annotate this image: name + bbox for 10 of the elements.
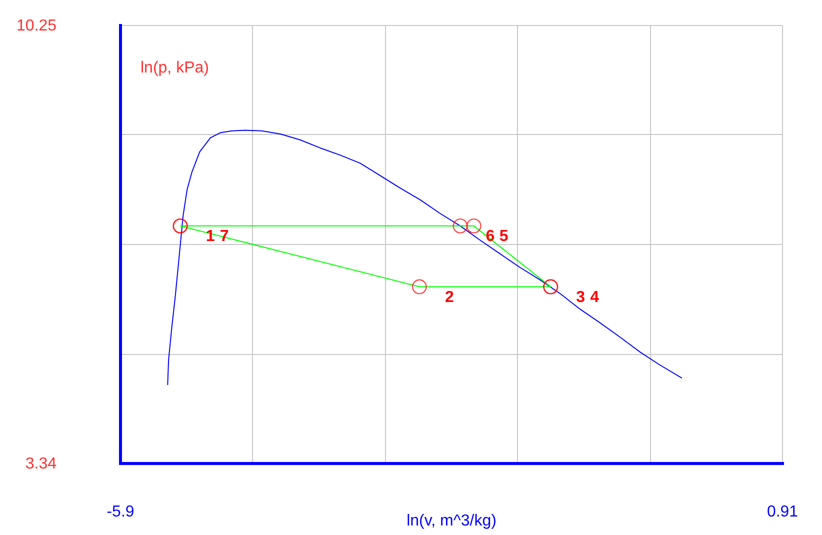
x-axis-title: ln(v, m^3/kg) (406, 512, 496, 530)
x-tick-label: -5.9 (106, 504, 134, 520)
y-tick-label: 3.34 (25, 456, 57, 472)
annotation: 5 (499, 228, 508, 245)
annotation: 4 (590, 288, 600, 306)
y-axis-title: ln(p, kPa) (140, 60, 209, 76)
annotation: 3 (576, 288, 586, 306)
y-tick-label: 10.25 (16, 18, 57, 34)
annotation: 2 (444, 288, 454, 306)
x-tick-label: 0.91 (766, 504, 798, 520)
